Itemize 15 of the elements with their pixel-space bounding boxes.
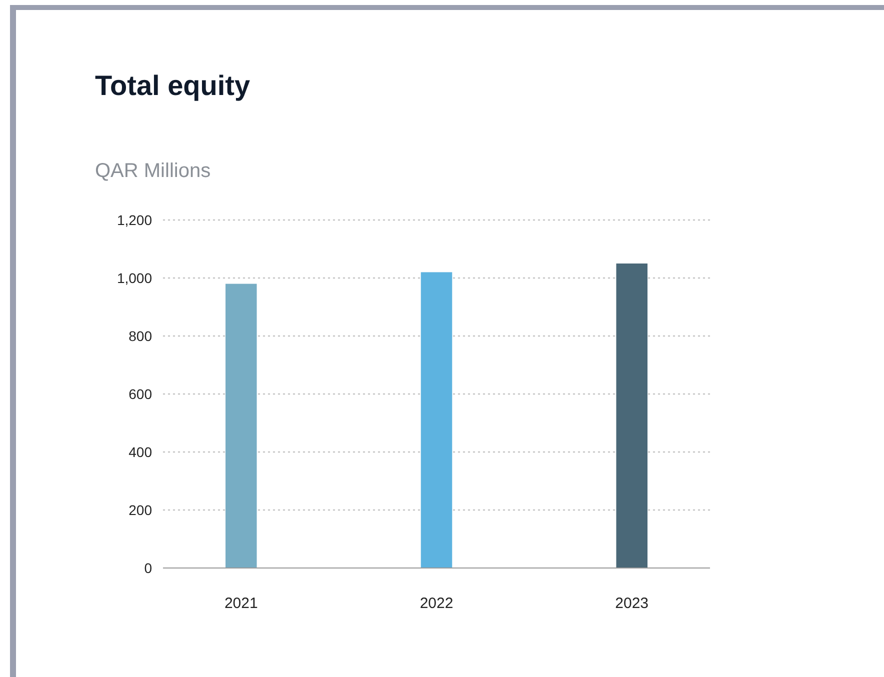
bar bbox=[420, 272, 452, 568]
y-tick-label: 600 bbox=[128, 386, 152, 402]
x-tick-label: 2022 bbox=[420, 595, 454, 612]
y-tick-label: 800 bbox=[128, 328, 152, 344]
x-tick-label: 2021 bbox=[224, 595, 258, 612]
y-tick-label: 1,000 bbox=[116, 270, 152, 286]
bar bbox=[226, 284, 257, 568]
y-tick-label: 400 bbox=[128, 444, 152, 460]
x-tick-label: 2023 bbox=[615, 595, 649, 612]
chart-subtitle: QAR Millions bbox=[95, 160, 211, 182]
y-tick-label: 200 bbox=[128, 502, 152, 518]
chart-title: Total equity bbox=[95, 70, 250, 101]
y-tick-label: 0 bbox=[144, 560, 152, 576]
y-tick-label: 1,200 bbox=[116, 212, 152, 228]
bar bbox=[616, 264, 648, 568]
